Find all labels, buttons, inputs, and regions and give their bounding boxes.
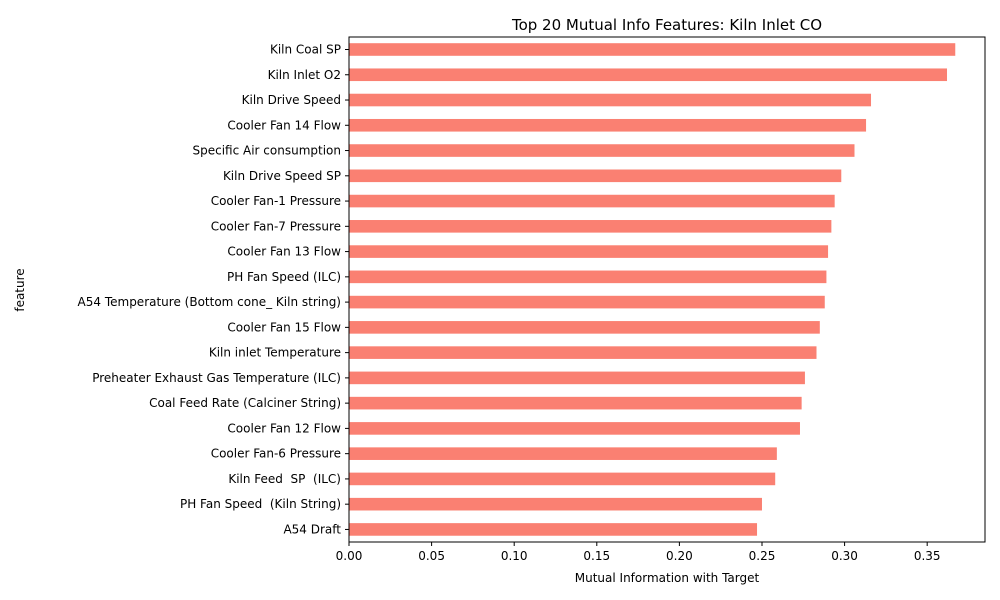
x-tick-label: 0.25 (749, 549, 776, 563)
y-tick-label: Kiln Drive Speed SP (223, 169, 341, 183)
bar (349, 346, 817, 359)
plot-frame (348, 36, 986, 543)
bar (349, 220, 832, 233)
x-tick-label: 0.20 (666, 549, 693, 563)
y-tick-label: Kiln Drive Speed (242, 93, 341, 107)
bar (349, 321, 820, 334)
bar (349, 169, 842, 183)
bar (349, 68, 948, 82)
bar (349, 472, 776, 486)
x-tick-label: 0.10 (501, 549, 528, 563)
bar (349, 523, 758, 536)
chart-title: Top 20 Mutual Info Features: Kiln Inlet … (511, 16, 822, 34)
bar (349, 93, 872, 107)
y-tick-label: Cooler Fan-1 Pressure (211, 194, 341, 208)
y-tick-label: Cooler Fan 13 Flow (227, 245, 341, 259)
bar (349, 245, 829, 258)
x-axis-label: Mutual Information with Target (575, 571, 760, 585)
bar (349, 447, 777, 460)
y-tick-label: Preheater Exhaust Gas Temperature (ILC) (92, 371, 341, 385)
bar (349, 295, 825, 309)
x-axis-ticks: 0.00 0.05 0.10 0.15 0.20 0.25 0.30 0.35 (336, 542, 941, 563)
bars-group (349, 43, 956, 536)
bar (349, 118, 867, 132)
bar (349, 194, 835, 208)
x-tick-label: 0.05 (418, 549, 445, 563)
x-tick-label: 0.00 (336, 549, 363, 563)
y-tick-label: Specific Air consumption (192, 144, 341, 158)
y-tick-label: Cooler Fan 12 Flow (227, 421, 341, 435)
bar (349, 144, 855, 157)
x-tick-label: 0.30 (831, 549, 858, 563)
y-tick-label: Cooler Fan-7 Pressure (211, 219, 341, 233)
y-tick-label: PH Fan Speed (ILC) (227, 270, 341, 284)
y-axis-label: feature (13, 268, 27, 311)
y-tick-label: Coal Feed Rate (Calciner String) (149, 396, 341, 410)
y-tick-label: Kiln Feed SP (ILC) (228, 472, 341, 486)
x-tick-label: 0.15 (583, 549, 610, 563)
y-tick-label: Cooler Fan 15 Flow (227, 320, 341, 334)
bar (349, 497, 762, 511)
bar (349, 270, 827, 284)
bar (349, 371, 805, 385)
y-tick-label: Kiln Inlet O2 (268, 68, 341, 82)
x-tick-label: 0.35 (914, 549, 941, 563)
y-tick-label: Cooler Fan 14 Flow (227, 118, 341, 132)
y-tick-label: Kiln Coal SP (270, 43, 341, 57)
bar (349, 43, 956, 56)
y-tick-label: Kiln inlet Temperature (209, 346, 341, 360)
y-tick-label: PH Fan Speed (Kiln String) (180, 497, 341, 511)
bar (349, 422, 800, 435)
bar (349, 396, 802, 410)
y-axis-ticks: Kiln Coal SP Kiln Inlet O2 Kiln Drive Spee… (78, 43, 349, 536)
y-tick-label: Cooler Fan-6 Pressure (211, 447, 341, 461)
y-tick-label: A54 Draft (283, 522, 341, 536)
y-tick-label: A54 Temperature (Bottom cone_ Kiln strin… (78, 295, 341, 309)
